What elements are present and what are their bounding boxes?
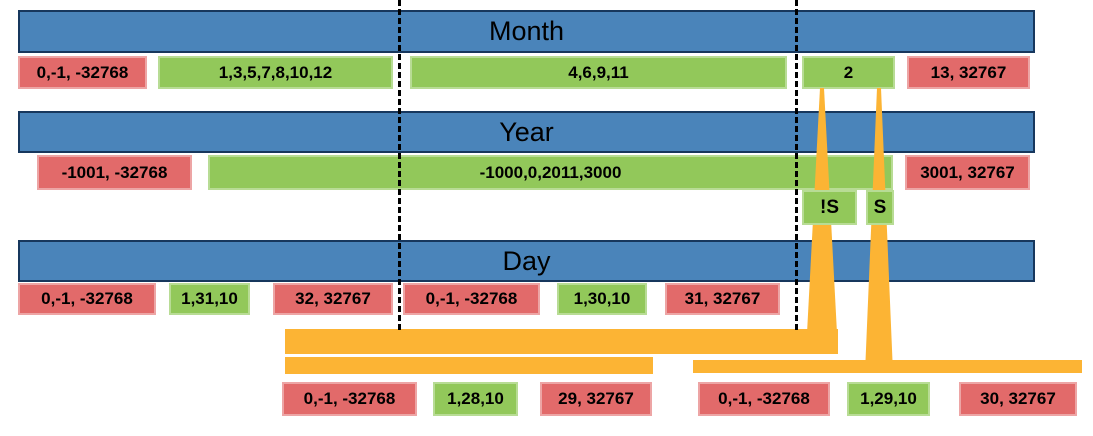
feb-leap-partition-invalid-high: 30, 32767 bbox=[959, 382, 1077, 416]
month-partition-invalid-high: 13, 32767 bbox=[907, 56, 1030, 89]
day-partition-col2-invalid-low: 0,-1, -32768 bbox=[403, 283, 540, 315]
month-partition-31day-months: 1,3,5,7,8,10,12 bbox=[158, 56, 393, 89]
flow-run-not-leap-lower bbox=[285, 357, 653, 374]
month-bar: Month bbox=[18, 10, 1035, 53]
leap-year-flag: S bbox=[866, 190, 894, 225]
day-partition-col1-invalid-high: 32, 32767 bbox=[273, 283, 393, 315]
month-bar-label: Month bbox=[488, 16, 565, 46]
day-partition-col2-invalid-high: 31, 32767 bbox=[665, 283, 780, 315]
feb-nonleap-partition-invalid-low: 0,-1, -32768 bbox=[282, 382, 417, 416]
year-partition-invalid-high: 3001, 32767 bbox=[905, 155, 1030, 190]
feb-leap-partition-invalid-low: 0,-1, -32768 bbox=[698, 382, 830, 416]
feb-nonleap-partition-invalid-high: 29, 32767 bbox=[540, 382, 652, 416]
column-divider-dashed-line-2 bbox=[795, 0, 798, 330]
flow-spike-leap bbox=[865, 88, 893, 373]
year-bar: Year bbox=[18, 111, 1035, 153]
day-bar-label: Day bbox=[502, 245, 551, 276]
not-leap-year-flag: !S bbox=[802, 190, 857, 225]
day-bar: Day bbox=[18, 240, 1035, 282]
day-partition-col2-valid: 1,30,10 bbox=[557, 283, 647, 315]
year-bar-label: Year bbox=[499, 116, 554, 147]
year-partition-invalid-low: -1001, -32768 bbox=[37, 155, 192, 190]
day-partition-col1-valid: 1,31,10 bbox=[169, 283, 250, 315]
column-divider-dashed-line-1 bbox=[398, 0, 401, 330]
day-partition-col1-invalid-low: 0,-1, -32768 bbox=[18, 283, 156, 315]
flow-run-leap bbox=[693, 360, 1082, 373]
feb-nonleap-partition-valid: 1,28,10 bbox=[433, 382, 518, 416]
month-partition-30day-months: 4,6,9,11 bbox=[410, 56, 787, 89]
month-partition-february: 2 bbox=[802, 56, 895, 89]
feb-leap-partition-valid: 1,29,10 bbox=[847, 382, 930, 416]
flow-run-not-leap-upper bbox=[285, 329, 838, 354]
year-partition-valid-range: -1000,0,2011,3000 bbox=[208, 155, 893, 190]
month-partition-invalid-low: 0,-1, -32768 bbox=[18, 56, 147, 89]
